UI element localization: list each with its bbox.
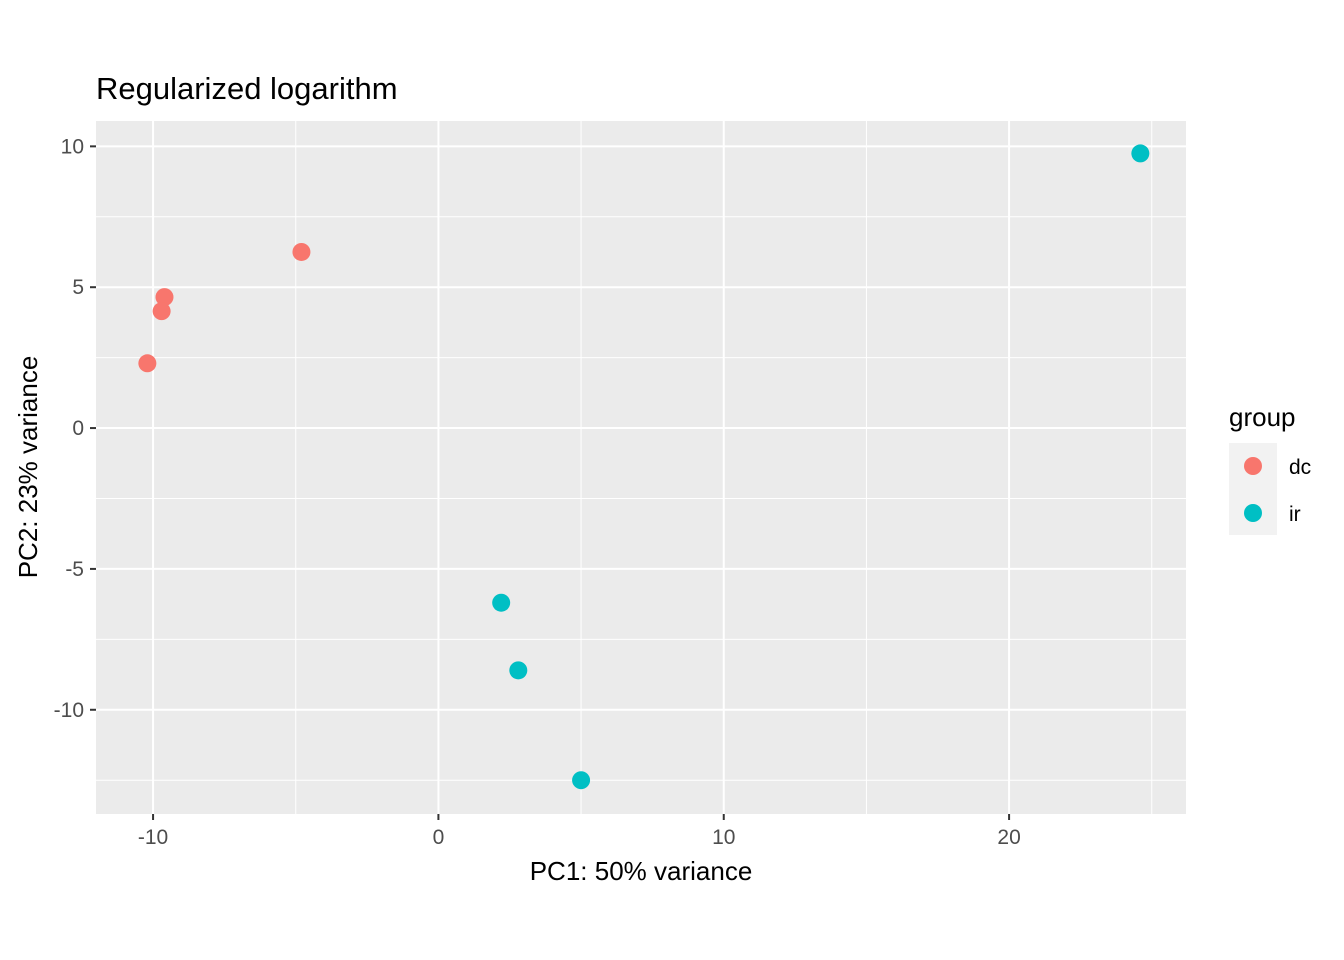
data-point-dc (138, 354, 157, 373)
y-tick-label: 10 (61, 135, 84, 158)
data-point-ir (572, 771, 591, 790)
y-tick-label: -10 (54, 699, 84, 722)
x-axis-ticks: -10 0 10 20 (138, 814, 1021, 849)
data-point-dc (152, 302, 171, 321)
chart-title: Regularized logarithm (96, 71, 398, 106)
legend-key-ir (1244, 504, 1262, 522)
x-axis-title: PC1: 50% variance (530, 856, 753, 886)
major-gridlines (96, 121, 1186, 814)
y-axis-title: PC2: 23% variance (13, 356, 43, 579)
legend-key-dc (1244, 457, 1262, 475)
y-tick-label: -5 (65, 558, 84, 581)
minor-gridlines (96, 121, 1186, 814)
data-points (138, 144, 1150, 790)
x-tick-label: 10 (712, 826, 735, 849)
data-point-ir (492, 593, 511, 612)
data-point-ir (1131, 144, 1150, 163)
y-tick-label: 0 (72, 417, 84, 440)
data-point-dc (292, 242, 311, 261)
legend-label-dc: dc (1289, 456, 1311, 479)
x-tick-label: 0 (433, 826, 445, 849)
x-tick-label: -10 (138, 826, 168, 849)
legend-title: group (1229, 402, 1296, 432)
legend: group dc ir (1229, 402, 1311, 535)
y-tick-label: 5 (72, 276, 84, 299)
plot-panel (96, 121, 1186, 814)
x-tick-label: 20 (997, 826, 1020, 849)
y-axis-ticks: 10 5 0 -5 -10 (54, 135, 96, 722)
legend-label-ir: ir (1289, 503, 1301, 526)
data-point-ir (509, 661, 528, 680)
data-point-dc (155, 288, 174, 307)
